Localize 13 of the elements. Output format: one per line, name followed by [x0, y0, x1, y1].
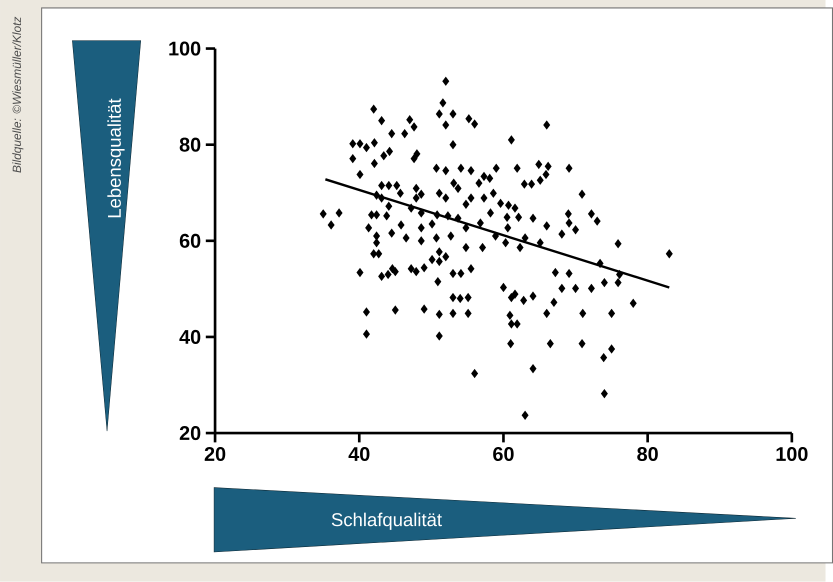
x-tick-label: 40: [348, 447, 370, 462]
x-tick-label: 60: [493, 447, 514, 462]
y-tick-label: 80: [180, 138, 200, 152]
x-axis-title: Schlafqualität: [332, 512, 442, 530]
y-tick-label: 20: [180, 426, 200, 440]
y-tick-label: 40: [179, 330, 200, 344]
text: Bildquelle: ©Wiesmüller/Klotz: [12, 16, 24, 173]
y-axis-title: Lebensqualität: [107, 98, 125, 218]
x-tick-label: 20: [204, 447, 226, 462]
x-tick-label: 80: [637, 447, 658, 462]
y-tick-label: 60: [180, 234, 200, 248]
y-tick-label: 100: [169, 42, 200, 56]
x-tick-label: 100: [776, 447, 808, 462]
